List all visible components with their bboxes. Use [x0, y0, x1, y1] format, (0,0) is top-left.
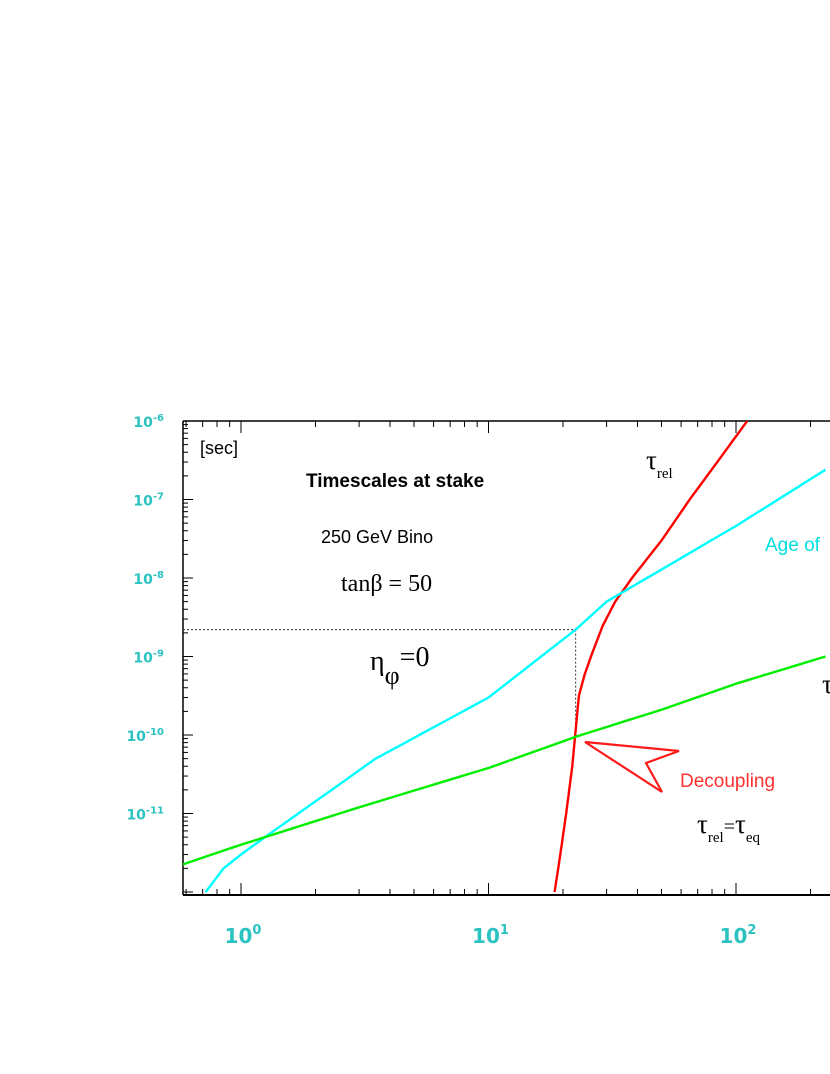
y-tick-label: 10-8	[133, 570, 164, 588]
y-tick-exponent: -10	[146, 727, 164, 738]
param-label: tanβ = 50	[341, 571, 432, 597]
y-tick-exponent: -8	[153, 570, 164, 581]
eta-rest: =0	[400, 642, 430, 673]
y-tick-exponent: -9	[153, 649, 164, 660]
axis-ticks	[183, 420, 812, 895]
y-tick-label: 10-11	[126, 806, 164, 824]
x-tick-base: 10	[720, 924, 748, 948]
x-tick-base: 10	[472, 924, 500, 948]
x-tick-exponent: 1	[500, 923, 509, 938]
y-tick-base: 10	[133, 494, 153, 510]
formula-right-main: τ	[735, 809, 746, 839]
y-tick-base: 10	[126, 808, 146, 824]
y-tick-label: 10-9	[133, 649, 164, 667]
decoupling-arrow	[584, 740, 680, 793]
age-line	[204, 468, 827, 893]
eta-sub: φ	[385, 661, 400, 690]
tau-rel-line	[553, 421, 749, 893]
y-tick-exponent: -7	[153, 492, 164, 503]
x-tick-label: 100	[225, 923, 262, 948]
tau-rel-sub: rel	[657, 466, 673, 482]
formula-left-sub: rel	[708, 830, 724, 846]
tau-rel-main: τ	[646, 445, 657, 475]
y-tick-label: 10-10	[126, 727, 164, 745]
formula-equals: =	[724, 816, 735, 838]
y-tick-base: 10	[133, 415, 153, 431]
x-tick-base: 10	[225, 924, 253, 948]
y-tick-base: 10	[133, 651, 153, 667]
decoupling-formula: τrel=τeq	[697, 809, 760, 846]
eta-main: η	[370, 646, 385, 677]
green-series-label: τ	[822, 669, 830, 699]
decoupling-label: Decoupling	[680, 771, 775, 792]
y-tick-label: 10-7	[133, 492, 164, 510]
series-lines	[183, 421, 827, 893]
tau-rel-label: τrel	[646, 445, 673, 482]
x-tick-labels: 100 101 102	[225, 923, 757, 948]
x-tick-label: 101	[472, 923, 509, 948]
age-series-label: Age of	[765, 535, 821, 556]
x-tick-label: 102	[720, 923, 757, 948]
y-tick-label: 10-6	[133, 413, 164, 431]
chart-title: Timescales at stake	[306, 471, 484, 492]
y-tick-base: 10	[126, 729, 146, 745]
formula-left-main: τ	[697, 809, 708, 839]
y-tick-exponent: -11	[146, 806, 164, 817]
x-tick-exponent: 0	[252, 923, 261, 938]
green-tau-line	[183, 655, 826, 866]
eta-label: ηφ=0	[370, 642, 429, 690]
chart-subtitle: 250 GeV Bino	[321, 527, 433, 547]
unit-label: [sec]	[200, 438, 238, 458]
formula-right-sub: eq	[746, 830, 761, 846]
y-tick-base: 10	[133, 572, 153, 588]
x-tick-exponent: 2	[747, 923, 756, 938]
y-tick-exponent: -6	[153, 413, 164, 424]
